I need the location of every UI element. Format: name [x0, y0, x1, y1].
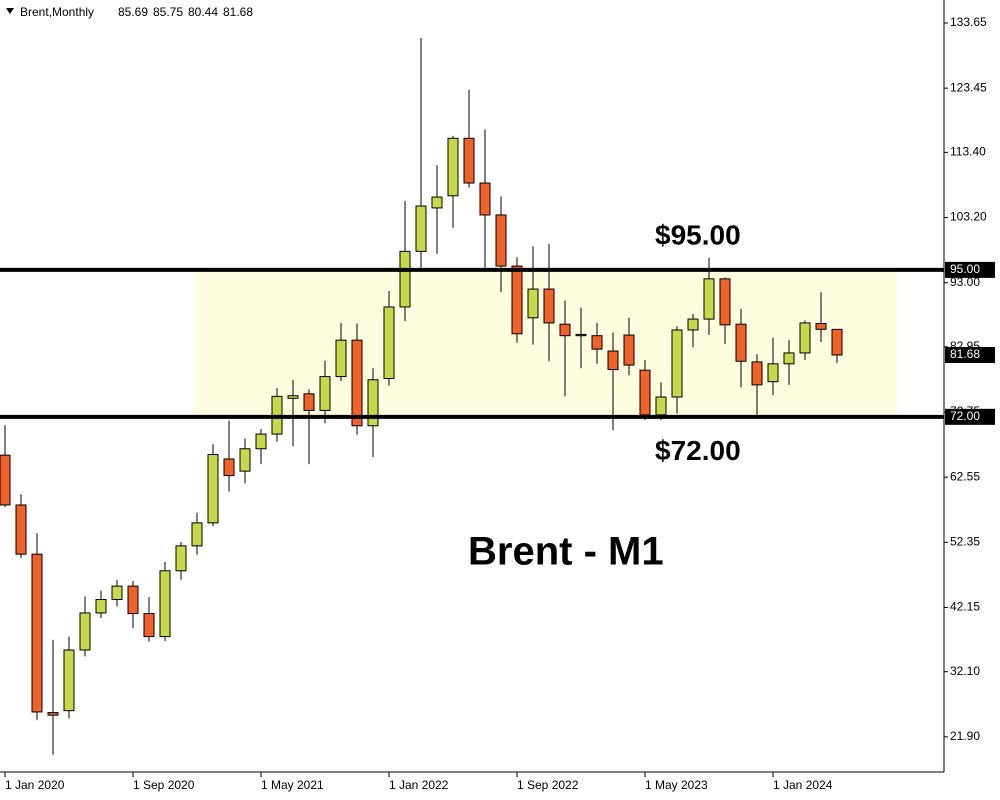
candle-body: [143, 613, 155, 638]
y-tick-label: 93.00: [950, 275, 980, 289]
candle-body: [479, 182, 491, 216]
y-tick-label: 103.20: [950, 210, 987, 224]
candle-body: [335, 339, 347, 378]
candle-body: [623, 334, 635, 366]
candle-body: [15, 504, 27, 555]
candle-body: [751, 361, 763, 386]
y-tick-label: 21.90: [950, 729, 980, 743]
candle-body: [415, 205, 427, 252]
candle-body: [111, 585, 123, 601]
current-price-box: [945, 346, 995, 363]
candle-body: [815, 323, 827, 330]
x-tick-label: 1 Jan 2022: [389, 778, 449, 792]
y-tick-label: 32.10: [950, 664, 980, 678]
candle-body: [447, 137, 459, 197]
ohlc-close: 81.68: [223, 5, 253, 19]
candle-body: [63, 649, 75, 712]
level-price-box: [945, 408, 995, 425]
level-annotation: $72.00: [655, 435, 741, 466]
candle-body: [607, 350, 619, 371]
x-tick-label: 1 May 2023: [645, 778, 708, 792]
candle-body: [559, 323, 571, 337]
y-tick-label: 52.35: [950, 535, 980, 549]
level-price-box: [945, 261, 995, 278]
y-tick-label: 133.65: [950, 15, 987, 29]
candle-body: [703, 278, 715, 320]
y-tick-label: 42.15: [950, 600, 980, 614]
candle-body: [351, 339, 363, 427]
candle-body: [383, 306, 395, 379]
candle-body: [527, 288, 539, 319]
y-tick-label: 113.40: [950, 145, 986, 159]
candle-body: [799, 322, 811, 354]
candle-body: [639, 369, 651, 416]
candle-body: [223, 458, 235, 477]
ohlc-high: 85.75: [153, 5, 183, 19]
ohlc-low: 80.44: [188, 5, 218, 19]
candle-body: [671, 329, 683, 398]
candle-body: [159, 570, 171, 638]
candle-body: [511, 265, 523, 335]
x-tick-label: 1 Sep 2022: [517, 778, 579, 792]
level-price-label: 72.00: [950, 409, 980, 423]
level-price-label: 95.00: [950, 262, 980, 276]
candle-body: [543, 288, 555, 324]
candle-body: [175, 545, 187, 572]
level-annotation: $95.00: [655, 219, 741, 250]
candle-body: [719, 278, 731, 326]
y-tick-label: 123.45: [950, 80, 987, 94]
candle-body: [767, 363, 779, 383]
candle-body: [831, 328, 843, 356]
candle-body: [47, 712, 59, 716]
candle-body: [431, 196, 443, 209]
candle-body: [127, 585, 139, 615]
ohlc-open: 85.69: [118, 5, 148, 19]
current-price-label: 81.68: [950, 347, 980, 361]
x-tick-label: 1 Jan 2024: [773, 778, 833, 792]
menu-arrow[interactable]: [6, 8, 14, 14]
candle-body: [95, 599, 107, 614]
candle-body: [735, 323, 747, 362]
x-tick-label: 1 May 2021: [261, 778, 324, 792]
candle-body: [399, 250, 411, 308]
candle-body: [575, 333, 587, 337]
candle-body: [319, 376, 331, 411]
candle-body: [191, 522, 203, 547]
candle-body: [367, 379, 379, 427]
x-tick-label: 1 Jan 2020: [5, 778, 65, 792]
chart-title: Brent - M1: [468, 530, 664, 574]
x-tick-label: 1 Sep 2020: [133, 778, 195, 792]
candle-body: [463, 137, 475, 184]
candle-body: [783, 352, 795, 365]
candle-body: [287, 395, 299, 399]
candle-body: [591, 335, 603, 350]
candle-body: [31, 553, 43, 713]
candle-body: [0, 454, 11, 506]
y-tick-label: 62.55: [950, 469, 980, 483]
candle-body: [303, 393, 315, 411]
symbol-label: Brent,Monthly: [20, 5, 94, 19]
candle-body: [495, 214, 507, 267]
candle-body: [207, 454, 219, 524]
candle-body: [687, 318, 699, 331]
candle-body: [239, 448, 251, 472]
candle-body: [255, 433, 267, 450]
candle-body: [655, 396, 667, 416]
candle-body: [79, 612, 91, 651]
